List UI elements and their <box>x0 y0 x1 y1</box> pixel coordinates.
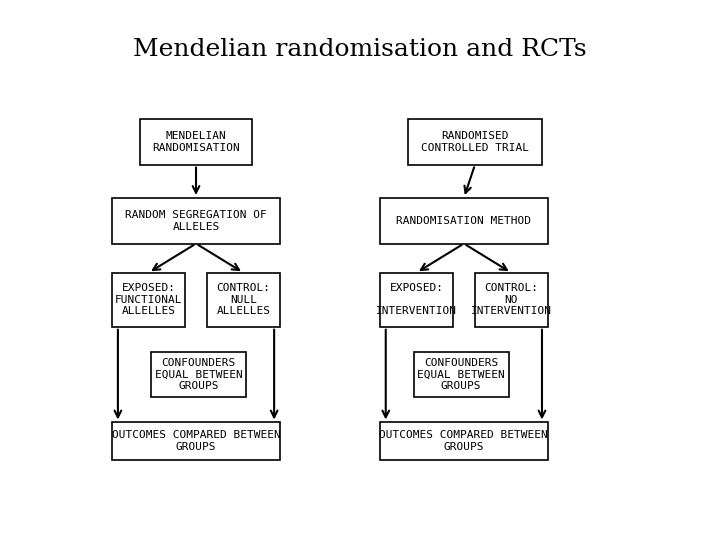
FancyBboxPatch shape <box>380 273 453 327</box>
Text: EXPOSED:

INTERVENTION: EXPOSED: INTERVENTION <box>376 283 457 316</box>
FancyBboxPatch shape <box>112 422 279 460</box>
Text: CONFOUNDERS
EQUAL BETWEEN
GROUPS: CONFOUNDERS EQUAL BETWEEN GROUPS <box>417 358 505 391</box>
FancyBboxPatch shape <box>112 198 279 244</box>
FancyBboxPatch shape <box>380 422 548 460</box>
Text: Mendelian randomisation and RCTs: Mendelian randomisation and RCTs <box>133 38 587 61</box>
FancyBboxPatch shape <box>475 273 547 327</box>
Text: CONTROL:
NULL
ALLELLES: CONTROL: NULL ALLELLES <box>217 283 271 316</box>
FancyBboxPatch shape <box>207 273 279 327</box>
FancyBboxPatch shape <box>408 119 542 165</box>
Text: RANDOMISATION METHOD: RANDOMISATION METHOD <box>396 215 531 226</box>
Text: RANDOMISED
CONTROLLED TRIAL: RANDOMISED CONTROLLED TRIAL <box>421 131 529 152</box>
Text: CONFOUNDERS
EQUAL BETWEEN
GROUPS: CONFOUNDERS EQUAL BETWEEN GROUPS <box>155 358 243 391</box>
Text: MENDELIAN
RANDOMISATION: MENDELIAN RANDOMISATION <box>152 131 240 152</box>
FancyBboxPatch shape <box>380 198 548 244</box>
FancyBboxPatch shape <box>112 273 185 327</box>
Text: EXPOSED:
FUNCTIONAL
ALLELLES: EXPOSED: FUNCTIONAL ALLELLES <box>115 283 182 316</box>
FancyBboxPatch shape <box>140 119 252 165</box>
Text: OUTCOMES COMPARED BETWEEN
GROUPS: OUTCOMES COMPARED BETWEEN GROUPS <box>112 430 280 452</box>
Text: CONTROL:
NO
INTERVENTION: CONTROL: NO INTERVENTION <box>471 283 552 316</box>
FancyBboxPatch shape <box>151 352 246 397</box>
Text: RANDOM SEGREGATION OF
ALLELES: RANDOM SEGREGATION OF ALLELES <box>125 210 267 232</box>
Text: OUTCOMES COMPARED BETWEEN
GROUPS: OUTCOMES COMPARED BETWEEN GROUPS <box>379 430 548 452</box>
FancyBboxPatch shape <box>413 352 508 397</box>
